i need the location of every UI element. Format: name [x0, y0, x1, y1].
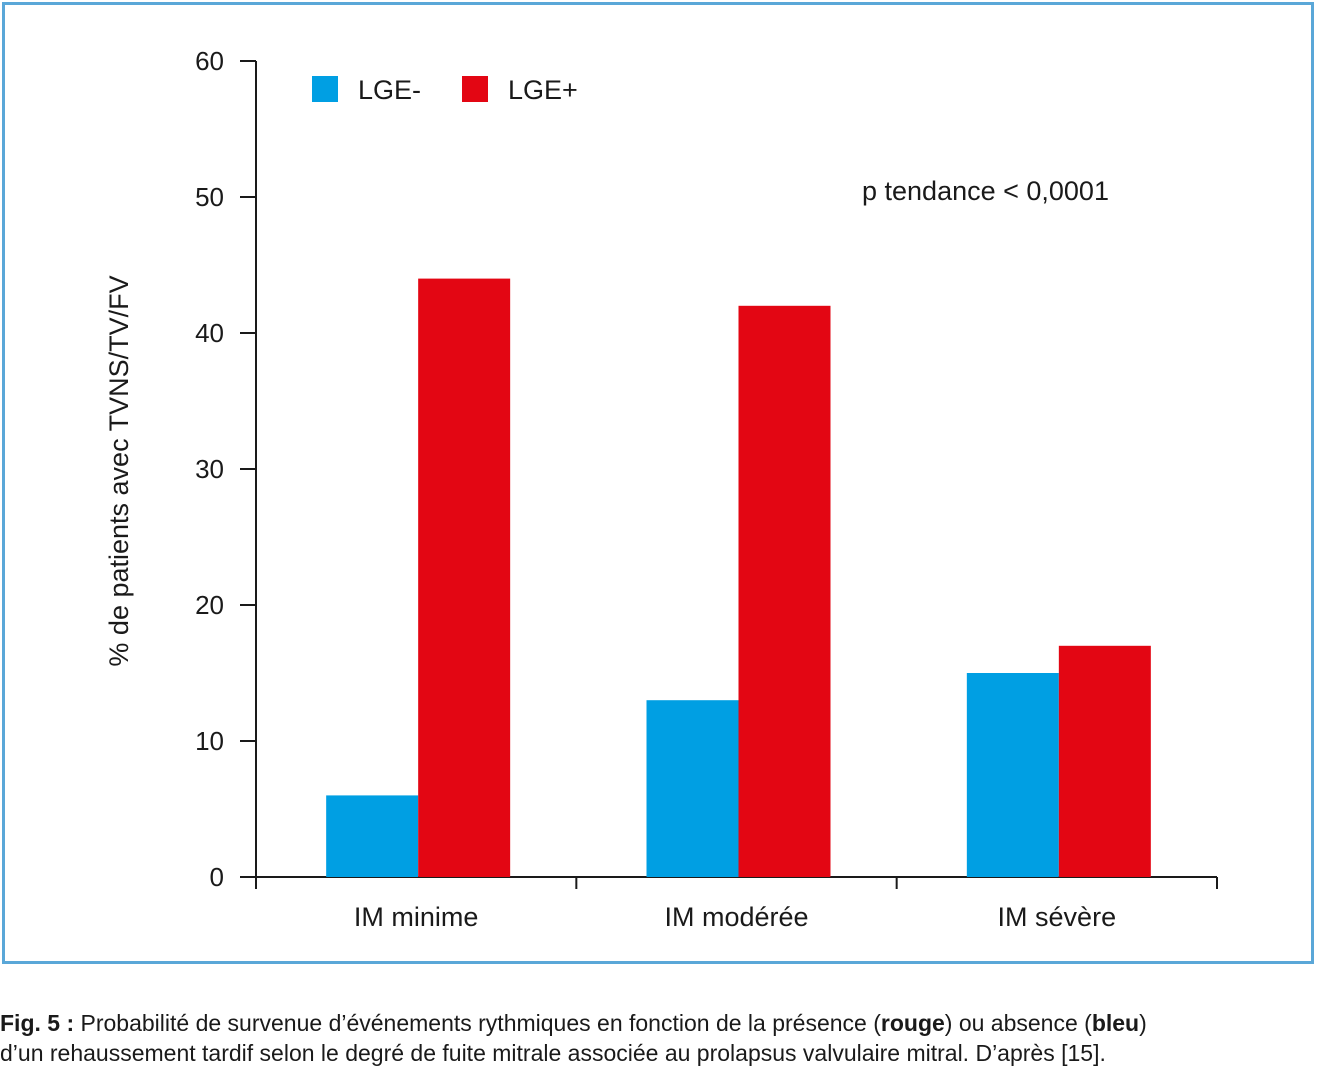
legend-swatch [312, 76, 338, 102]
caption-text-2: ) ou absence ( [944, 1010, 1092, 1036]
bar-lge--2 [738, 305, 831, 877]
caption-text-1: Probabilité de survenue d’événements ryt… [74, 1010, 881, 1036]
y-tick-label: 40 [195, 318, 224, 348]
bar-lge--2 [646, 700, 739, 877]
caption-line-2: d’un rehaussement tardif selon le degré … [0, 1040, 1106, 1066]
caption-line-1: Fig. 5 : Probabilité de survenue d’événe… [0, 1008, 1320, 1038]
x-tick-label: IM sévère [998, 902, 1117, 932]
y-tick-label: 60 [195, 46, 224, 76]
y-axis-label: % de patients avec TVNS/TV/FV [104, 275, 134, 666]
y-tick-label: 0 [210, 862, 224, 892]
x-tick-label: IM modérée [664, 902, 808, 932]
legend-swatch [462, 76, 488, 102]
bar-lge--1 [326, 795, 419, 877]
caption-label: Fig. 5 : [0, 1010, 75, 1036]
p-value-annotation: p tendance < 0,0001 [862, 176, 1109, 206]
y-tick-label: 20 [195, 590, 224, 620]
y-tick-label: 30 [195, 454, 224, 484]
caption-bold-red: rouge [880, 1010, 945, 1036]
caption-bold-blue: bleu [1091, 1010, 1140, 1036]
caption-text-3: ) [1139, 1010, 1147, 1036]
y-tick-label: 50 [195, 182, 224, 212]
legend-label: LGE- [358, 75, 421, 105]
bar-chart: 0 10 20 30 40 50 60 IM minime IM modérée IM sévèr… [104, 46, 1218, 932]
bar-lge--3 [966, 673, 1059, 877]
y-tick-label: 10 [195, 726, 224, 756]
bar-lge--3 [1058, 645, 1151, 877]
x-tick-label: IM minime [354, 902, 479, 932]
bar-lge--1 [418, 278, 511, 878]
figure-caption: Fig. 5 : Probabilité de survenue d’événe… [0, 1008, 1320, 1068]
legend-label: LGE+ [508, 75, 578, 105]
